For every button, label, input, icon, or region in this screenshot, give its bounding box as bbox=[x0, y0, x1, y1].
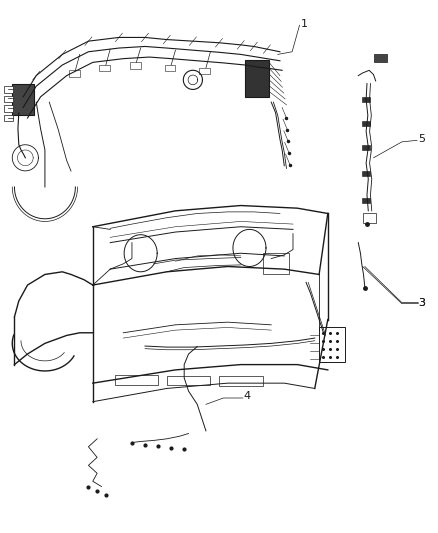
Bar bbox=[115, 375, 158, 385]
Text: 1: 1 bbox=[300, 19, 307, 29]
Text: 5: 5 bbox=[418, 134, 425, 144]
Bar bbox=[167, 376, 210, 385]
Bar bbox=[319, 327, 345, 362]
Bar bbox=[4, 86, 13, 93]
Bar bbox=[199, 68, 210, 74]
Bar bbox=[130, 62, 141, 69]
Bar bbox=[4, 96, 13, 102]
Bar bbox=[362, 97, 370, 102]
Bar bbox=[374, 54, 387, 62]
Bar bbox=[363, 214, 376, 223]
Bar bbox=[4, 115, 13, 121]
Bar bbox=[362, 120, 370, 126]
Text: 3: 3 bbox=[418, 297, 425, 308]
Bar bbox=[362, 144, 370, 150]
Text: 3: 3 bbox=[418, 297, 425, 308]
Bar bbox=[99, 65, 110, 71]
Bar bbox=[4, 106, 13, 112]
Bar bbox=[245, 60, 269, 97]
Bar bbox=[165, 65, 176, 71]
Bar bbox=[362, 198, 370, 203]
Bar bbox=[219, 376, 262, 386]
Bar bbox=[69, 70, 80, 77]
Bar bbox=[362, 171, 370, 176]
Text: 4: 4 bbox=[244, 391, 251, 401]
Bar bbox=[12, 84, 34, 115]
Bar bbox=[262, 253, 289, 274]
